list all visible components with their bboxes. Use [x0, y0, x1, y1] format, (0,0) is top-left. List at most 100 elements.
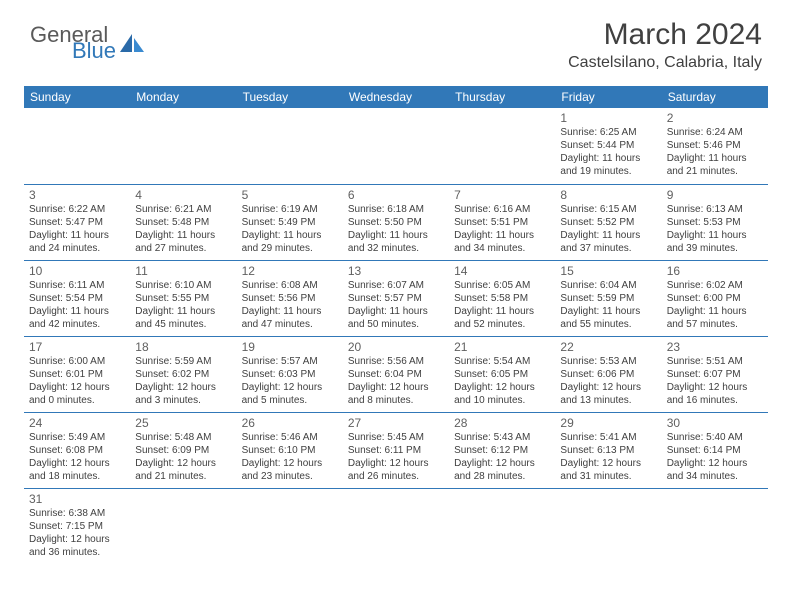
calendar-week-row: 17Sunrise: 6:00 AMSunset: 6:01 PMDayligh…	[24, 336, 768, 412]
day-number: 3	[29, 188, 125, 202]
day-info: Sunrise: 5:53 AMSunset: 6:06 PMDaylight:…	[560, 355, 656, 407]
sail-icon	[118, 32, 148, 54]
calendar-empty-cell	[130, 108, 236, 184]
calendar-day-cell: 3Sunrise: 6:22 AMSunset: 5:47 PMDaylight…	[24, 184, 130, 260]
day-number: 21	[454, 340, 550, 354]
day-info: Sunrise: 5:54 AMSunset: 6:05 PMDaylight:…	[454, 355, 550, 407]
day-info: Sunrise: 5:46 AMSunset: 6:10 PMDaylight:…	[242, 431, 338, 483]
day-number: 23	[667, 340, 763, 354]
day-header: Wednesday	[343, 86, 449, 108]
calendar-day-cell: 8Sunrise: 6:15 AMSunset: 5:52 PMDaylight…	[555, 184, 661, 260]
calendar-day-cell: 22Sunrise: 5:53 AMSunset: 6:06 PMDayligh…	[555, 336, 661, 412]
calendar-day-cell: 30Sunrise: 5:40 AMSunset: 6:14 PMDayligh…	[662, 412, 768, 488]
day-header: Tuesday	[237, 86, 343, 108]
calendar-week-row: 24Sunrise: 5:49 AMSunset: 6:08 PMDayligh…	[24, 412, 768, 488]
day-header: Sunday	[24, 86, 130, 108]
day-number: 31	[29, 492, 125, 506]
day-number: 24	[29, 416, 125, 430]
calendar-day-cell: 16Sunrise: 6:02 AMSunset: 6:00 PMDayligh…	[662, 260, 768, 336]
calendar-day-cell: 4Sunrise: 6:21 AMSunset: 5:48 PMDaylight…	[130, 184, 236, 260]
day-number: 5	[242, 188, 338, 202]
day-number: 27	[348, 416, 444, 430]
day-info: Sunrise: 6:00 AMSunset: 6:01 PMDaylight:…	[29, 355, 125, 407]
day-number: 11	[135, 264, 231, 278]
day-number: 10	[29, 264, 125, 278]
calendar-day-cell: 21Sunrise: 5:54 AMSunset: 6:05 PMDayligh…	[449, 336, 555, 412]
calendar-day-cell: 20Sunrise: 5:56 AMSunset: 6:04 PMDayligh…	[343, 336, 449, 412]
calendar-day-cell: 5Sunrise: 6:19 AMSunset: 5:49 PMDaylight…	[237, 184, 343, 260]
calendar-day-cell: 10Sunrise: 6:11 AMSunset: 5:54 PMDayligh…	[24, 260, 130, 336]
day-info: Sunrise: 5:45 AMSunset: 6:11 PMDaylight:…	[348, 431, 444, 483]
day-info: Sunrise: 5:56 AMSunset: 6:04 PMDaylight:…	[348, 355, 444, 407]
calendar-day-cell: 24Sunrise: 5:49 AMSunset: 6:08 PMDayligh…	[24, 412, 130, 488]
calendar-day-cell: 19Sunrise: 5:57 AMSunset: 6:03 PMDayligh…	[237, 336, 343, 412]
location-text: Castelsilano, Calabria, Italy	[568, 54, 762, 72]
calendar-empty-cell	[343, 488, 449, 564]
calendar-day-cell: 2Sunrise: 6:24 AMSunset: 5:46 PMDaylight…	[662, 108, 768, 184]
day-number: 30	[667, 416, 763, 430]
day-number: 15	[560, 264, 656, 278]
calendar-week-row: 10Sunrise: 6:11 AMSunset: 5:54 PMDayligh…	[24, 260, 768, 336]
calendar-empty-cell	[130, 488, 236, 564]
day-header: Thursday	[449, 86, 555, 108]
day-number: 8	[560, 188, 656, 202]
day-info: Sunrise: 6:02 AMSunset: 6:00 PMDaylight:…	[667, 279, 763, 331]
day-info: Sunrise: 6:38 AMSunset: 7:15 PMDaylight:…	[29, 507, 125, 559]
day-number: 13	[348, 264, 444, 278]
day-info: Sunrise: 6:18 AMSunset: 5:50 PMDaylight:…	[348, 203, 444, 255]
day-info: Sunrise: 6:04 AMSunset: 5:59 PMDaylight:…	[560, 279, 656, 331]
calendar-day-cell: 7Sunrise: 6:16 AMSunset: 5:51 PMDaylight…	[449, 184, 555, 260]
day-number: 20	[348, 340, 444, 354]
calendar-empty-cell	[237, 488, 343, 564]
calendar-day-cell: 12Sunrise: 6:08 AMSunset: 5:56 PMDayligh…	[237, 260, 343, 336]
day-number: 9	[667, 188, 763, 202]
day-number: 18	[135, 340, 231, 354]
calendar-empty-cell	[555, 488, 661, 564]
calendar-day-cell: 14Sunrise: 6:05 AMSunset: 5:58 PMDayligh…	[449, 260, 555, 336]
calendar-empty-cell	[449, 488, 555, 564]
day-info: Sunrise: 6:19 AMSunset: 5:49 PMDaylight:…	[242, 203, 338, 255]
calendar-empty-cell	[237, 108, 343, 184]
calendar-week-row: 1Sunrise: 6:25 AMSunset: 5:44 PMDaylight…	[24, 108, 768, 184]
day-number: 29	[560, 416, 656, 430]
day-number: 14	[454, 264, 550, 278]
calendar-empty-cell	[449, 108, 555, 184]
day-info: Sunrise: 6:07 AMSunset: 5:57 PMDaylight:…	[348, 279, 444, 331]
day-info: Sunrise: 6:24 AMSunset: 5:46 PMDaylight:…	[667, 126, 763, 178]
day-number: 16	[667, 264, 763, 278]
day-info: Sunrise: 6:15 AMSunset: 5:52 PMDaylight:…	[560, 203, 656, 255]
calendar-day-cell: 9Sunrise: 6:13 AMSunset: 5:53 PMDaylight…	[662, 184, 768, 260]
calendar-day-cell: 18Sunrise: 5:59 AMSunset: 6:02 PMDayligh…	[130, 336, 236, 412]
calendar-week-row: 3Sunrise: 6:22 AMSunset: 5:47 PMDaylight…	[24, 184, 768, 260]
calendar-day-cell: 15Sunrise: 6:04 AMSunset: 5:59 PMDayligh…	[555, 260, 661, 336]
day-info: Sunrise: 6:11 AMSunset: 5:54 PMDaylight:…	[29, 279, 125, 331]
day-info: Sunrise: 5:51 AMSunset: 6:07 PMDaylight:…	[667, 355, 763, 407]
day-info: Sunrise: 6:21 AMSunset: 5:48 PMDaylight:…	[135, 203, 231, 255]
calendar-week-row: 31Sunrise: 6:38 AMSunset: 7:15 PMDayligh…	[24, 488, 768, 564]
calendar-day-cell: 6Sunrise: 6:18 AMSunset: 5:50 PMDaylight…	[343, 184, 449, 260]
page-header: General Blue March 2024 Castelsilano, Ca…	[0, 0, 792, 80]
day-number: 4	[135, 188, 231, 202]
day-header: Friday	[555, 86, 661, 108]
day-number: 26	[242, 416, 338, 430]
calendar-day-cell: 13Sunrise: 6:07 AMSunset: 5:57 PMDayligh…	[343, 260, 449, 336]
calendar-day-cell: 17Sunrise: 6:00 AMSunset: 6:01 PMDayligh…	[24, 336, 130, 412]
day-info: Sunrise: 5:48 AMSunset: 6:09 PMDaylight:…	[135, 431, 231, 483]
day-info: Sunrise: 6:22 AMSunset: 5:47 PMDaylight:…	[29, 203, 125, 255]
day-info: Sunrise: 6:05 AMSunset: 5:58 PMDaylight:…	[454, 279, 550, 331]
calendar-day-cell: 23Sunrise: 5:51 AMSunset: 6:07 PMDayligh…	[662, 336, 768, 412]
calendar-table: Sunday Monday Tuesday Wednesday Thursday…	[24, 86, 768, 564]
calendar-day-cell: 11Sunrise: 6:10 AMSunset: 5:55 PMDayligh…	[130, 260, 236, 336]
day-header: Monday	[130, 86, 236, 108]
day-info: Sunrise: 5:59 AMSunset: 6:02 PMDaylight:…	[135, 355, 231, 407]
day-header-row: Sunday Monday Tuesday Wednesday Thursday…	[24, 86, 768, 108]
day-number: 6	[348, 188, 444, 202]
calendar-day-cell: 1Sunrise: 6:25 AMSunset: 5:44 PMDaylight…	[555, 108, 661, 184]
logo: General Blue	[30, 24, 148, 62]
day-info: Sunrise: 6:10 AMSunset: 5:55 PMDaylight:…	[135, 279, 231, 331]
calendar-empty-cell	[24, 108, 130, 184]
calendar-day-cell: 31Sunrise: 6:38 AMSunset: 7:15 PMDayligh…	[24, 488, 130, 564]
day-number: 17	[29, 340, 125, 354]
day-info: Sunrise: 5:49 AMSunset: 6:08 PMDaylight:…	[29, 431, 125, 483]
calendar-empty-cell	[343, 108, 449, 184]
